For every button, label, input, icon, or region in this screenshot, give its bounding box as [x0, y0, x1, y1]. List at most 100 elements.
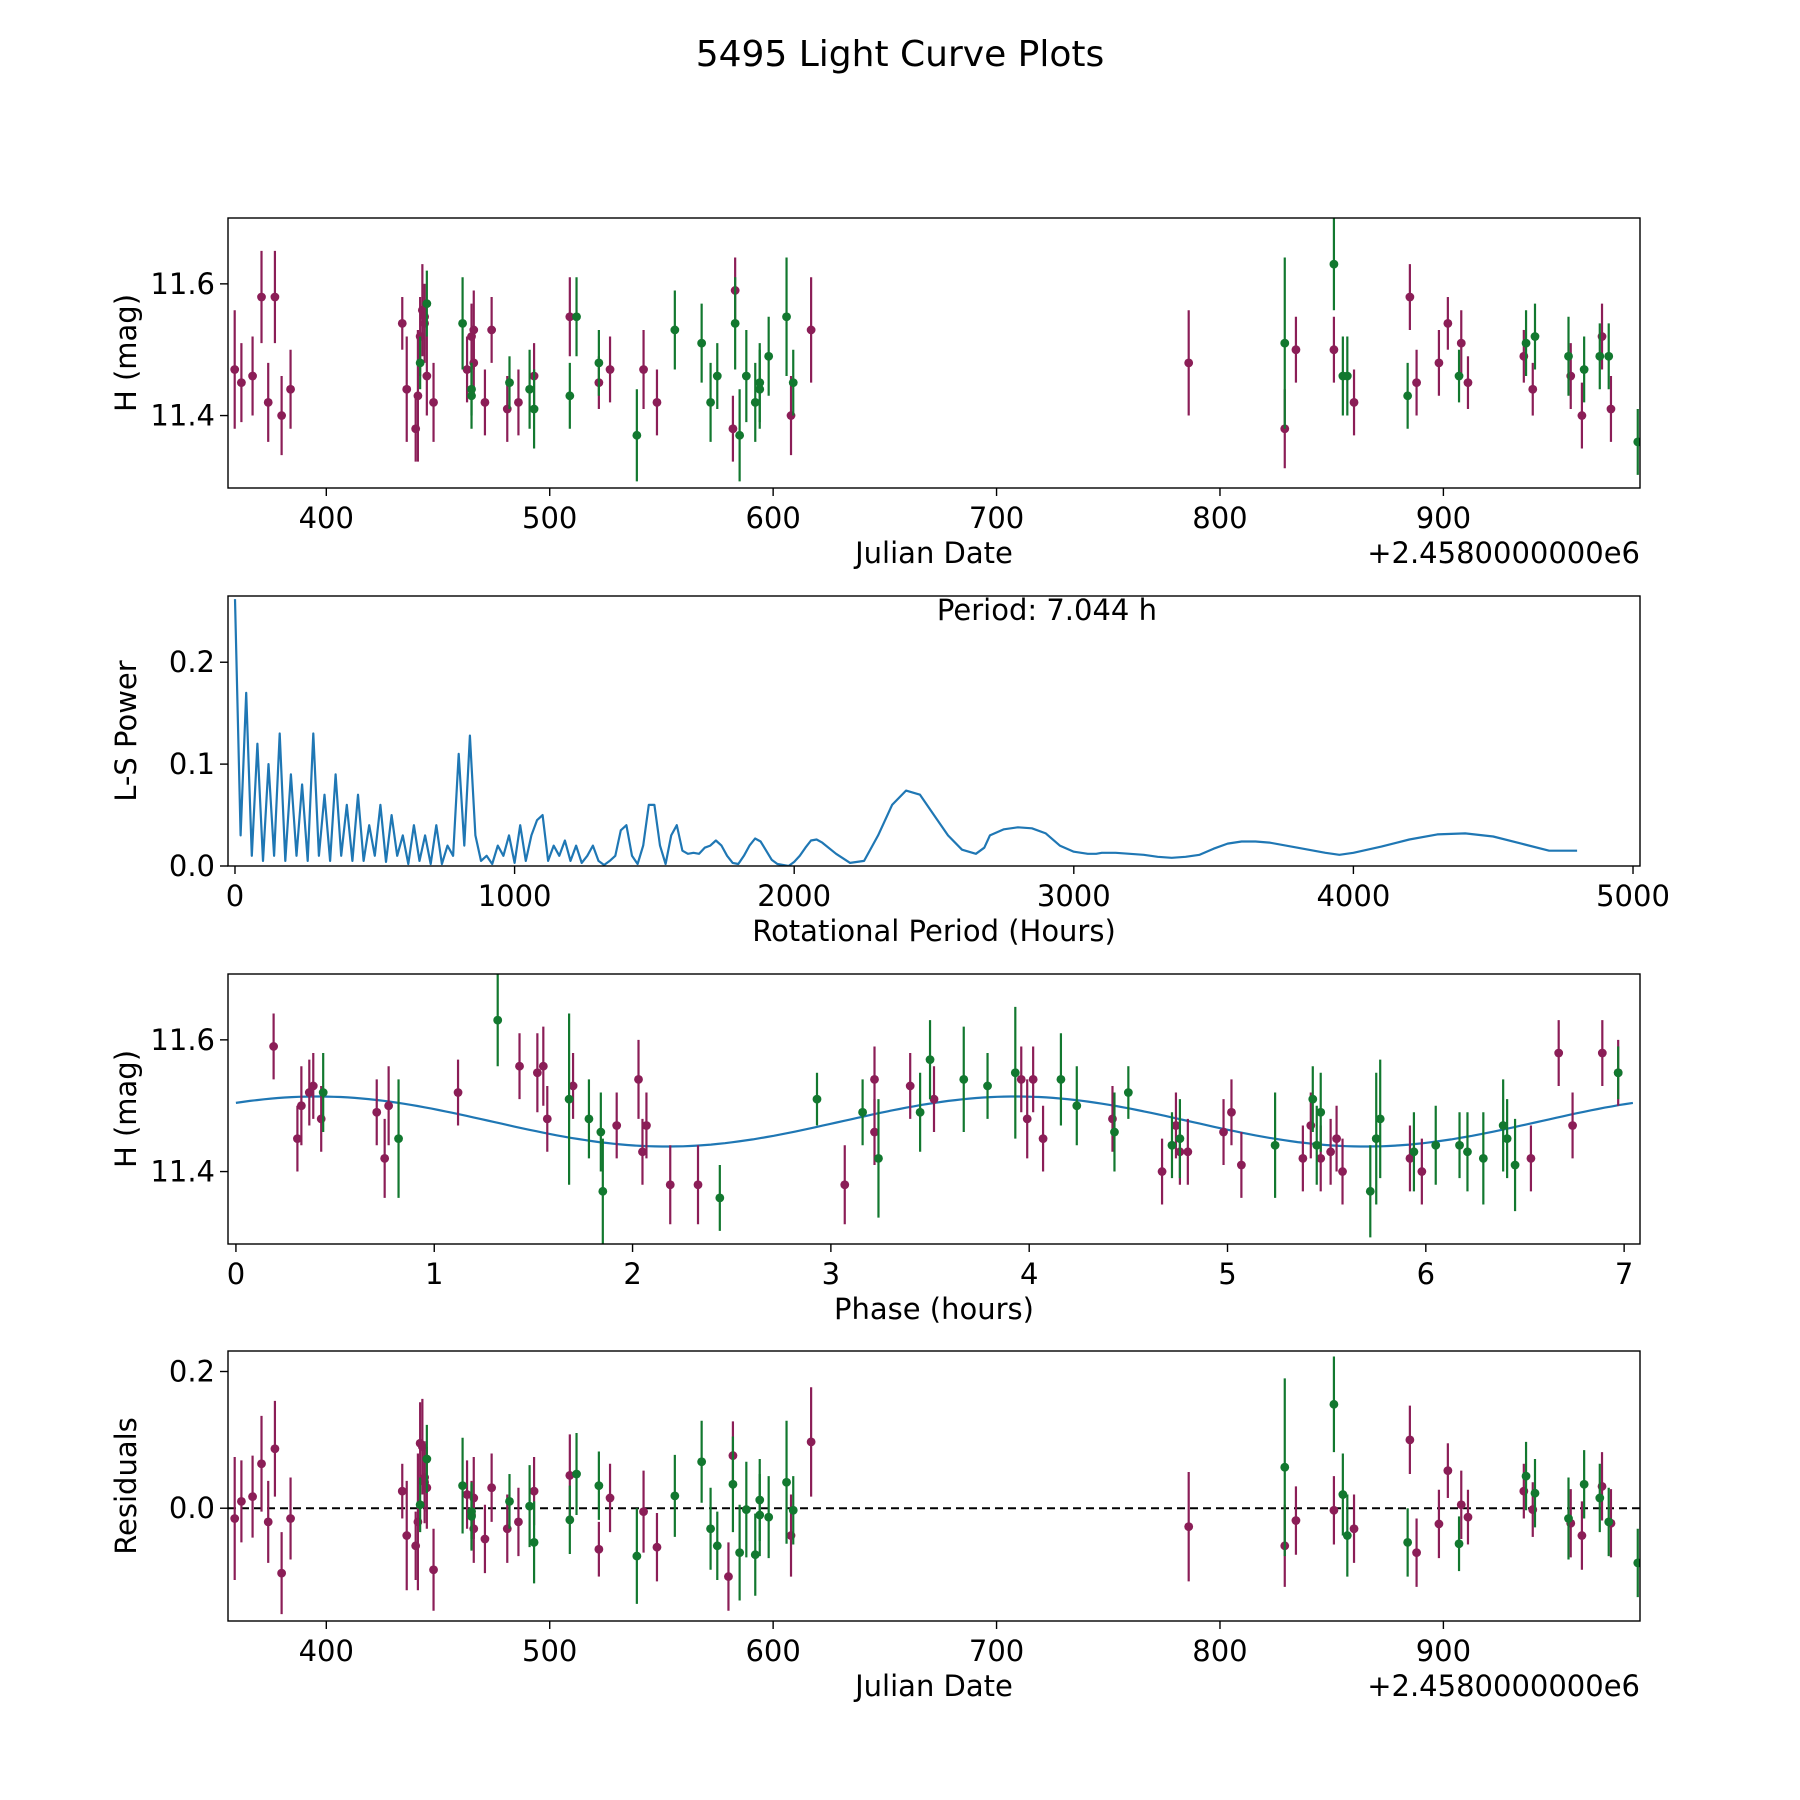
data-point: [1349, 397, 1359, 407]
x-axis-label: Phase (hours): [834, 1292, 1034, 1326]
data-point: [596, 1127, 606, 1137]
data-point: [584, 1114, 594, 1124]
data-point: [652, 1542, 662, 1552]
data-point: [1463, 1147, 1472, 1157]
y-axis-label: H (mag): [109, 294, 143, 412]
x-offset-label: +2.4580000000e6: [1367, 536, 1640, 570]
data-point: [741, 371, 751, 381]
x-tick-label: 5000: [1596, 879, 1670, 913]
y-tick-label: 0.2: [169, 1355, 215, 1389]
data-point: [1409, 1147, 1419, 1157]
data-point: [269, 1042, 279, 1051]
data-point: [230, 1514, 240, 1523]
data-point: [538, 1061, 548, 1071]
data-point: [1510, 1160, 1520, 1170]
data-point: [467, 1512, 476, 1521]
data-point: [1291, 1516, 1301, 1525]
data-point: [1184, 358, 1194, 368]
data-point: [277, 411, 287, 420]
data-point: [257, 1459, 266, 1469]
data-point: [565, 391, 575, 401]
data-point: [318, 1088, 328, 1097]
data-point: [1038, 1134, 1048, 1144]
data-point: [1455, 1140, 1464, 1150]
x-tick-label: 3000: [1037, 879, 1111, 913]
series-A: [230, 250, 1616, 469]
data-point: [1434, 1519, 1444, 1529]
data-point: [915, 1107, 925, 1117]
data-point: [293, 1134, 302, 1144]
data-point: [1056, 1074, 1066, 1084]
data-point: [286, 384, 295, 394]
data-point: [1403, 391, 1413, 401]
data-point: [394, 1134, 403, 1144]
chart-periodogram: 0 1000 2000 3000 4000 5000 0.0 0.1 0.2 Rotational…: [109, 593, 1670, 948]
data-point: [870, 1127, 879, 1137]
axes-frame: [227, 217, 1641, 489]
x-axis-label: Julian Date: [853, 536, 1013, 570]
data-point: [1280, 1462, 1290, 1472]
data-point: [529, 404, 539, 414]
data-point: [237, 378, 246, 388]
data-point: [462, 1490, 472, 1499]
data-point: [1606, 404, 1616, 414]
data-point: [462, 365, 472, 374]
data-point: [712, 371, 722, 381]
x-tick-label: 6: [1417, 1257, 1435, 1291]
data-point: [296, 1101, 306, 1111]
x-tick-label: 1000: [478, 879, 552, 913]
periodogram-line: [233, 599, 1578, 866]
period-annotation: Period: 7.044 h: [937, 593, 1157, 627]
data-point: [1579, 365, 1589, 374]
x-tick-label: 600: [745, 1634, 800, 1668]
data-point: [248, 1492, 257, 1501]
data-point: [706, 1524, 715, 1534]
data-point: [1554, 1048, 1564, 1058]
data-point: [1349, 1524, 1359, 1534]
data-point: [639, 365, 648, 374]
data-point: [594, 1544, 604, 1554]
data-point: [638, 1147, 647, 1157]
data-point: [874, 1153, 883, 1163]
data-point: [1498, 1121, 1508, 1130]
data-point: [728, 424, 738, 434]
data-point: [487, 325, 497, 335]
data-point: [1016, 1074, 1026, 1084]
data-point: [1417, 1167, 1427, 1176]
data-point: [1579, 1479, 1589, 1489]
data-point: [1405, 1435, 1415, 1445]
data-point: [1236, 1160, 1246, 1170]
data-point: [1338, 1490, 1348, 1499]
data-point: [397, 1486, 407, 1496]
data-point: [458, 1481, 467, 1491]
data-point: [270, 292, 280, 302]
data-point: [598, 1186, 608, 1196]
plot-area-phased: [235, 974, 1634, 1244]
data-point: [724, 1572, 733, 1581]
data-point: [1157, 1167, 1167, 1176]
data-point: [1412, 1548, 1421, 1558]
data-point: [632, 430, 642, 440]
data-point: [735, 1548, 745, 1558]
x-tick-label: 7: [1615, 1257, 1633, 1291]
data-point: [1463, 378, 1473, 388]
series-B: [318, 974, 1623, 1244]
data-point: [277, 1568, 287, 1578]
x-tick-label: 600: [745, 501, 800, 535]
data-point: [304, 1088, 314, 1097]
data-point: [422, 371, 432, 381]
data-point: [812, 1094, 822, 1104]
data-point: [870, 1074, 879, 1084]
data-point: [248, 371, 257, 381]
y-axis-label: L-S Power: [109, 660, 143, 801]
data-point: [1454, 1539, 1464, 1549]
data-point: [1028, 1074, 1038, 1084]
data-point: [1342, 371, 1352, 381]
x-tick-label: 900: [1416, 1634, 1471, 1668]
data-point: [1298, 1153, 1308, 1163]
data-point: [1528, 384, 1538, 394]
data-point: [1312, 1140, 1322, 1150]
y-tick-label: 11.6: [150, 267, 215, 301]
data-point: [1365, 1186, 1375, 1196]
